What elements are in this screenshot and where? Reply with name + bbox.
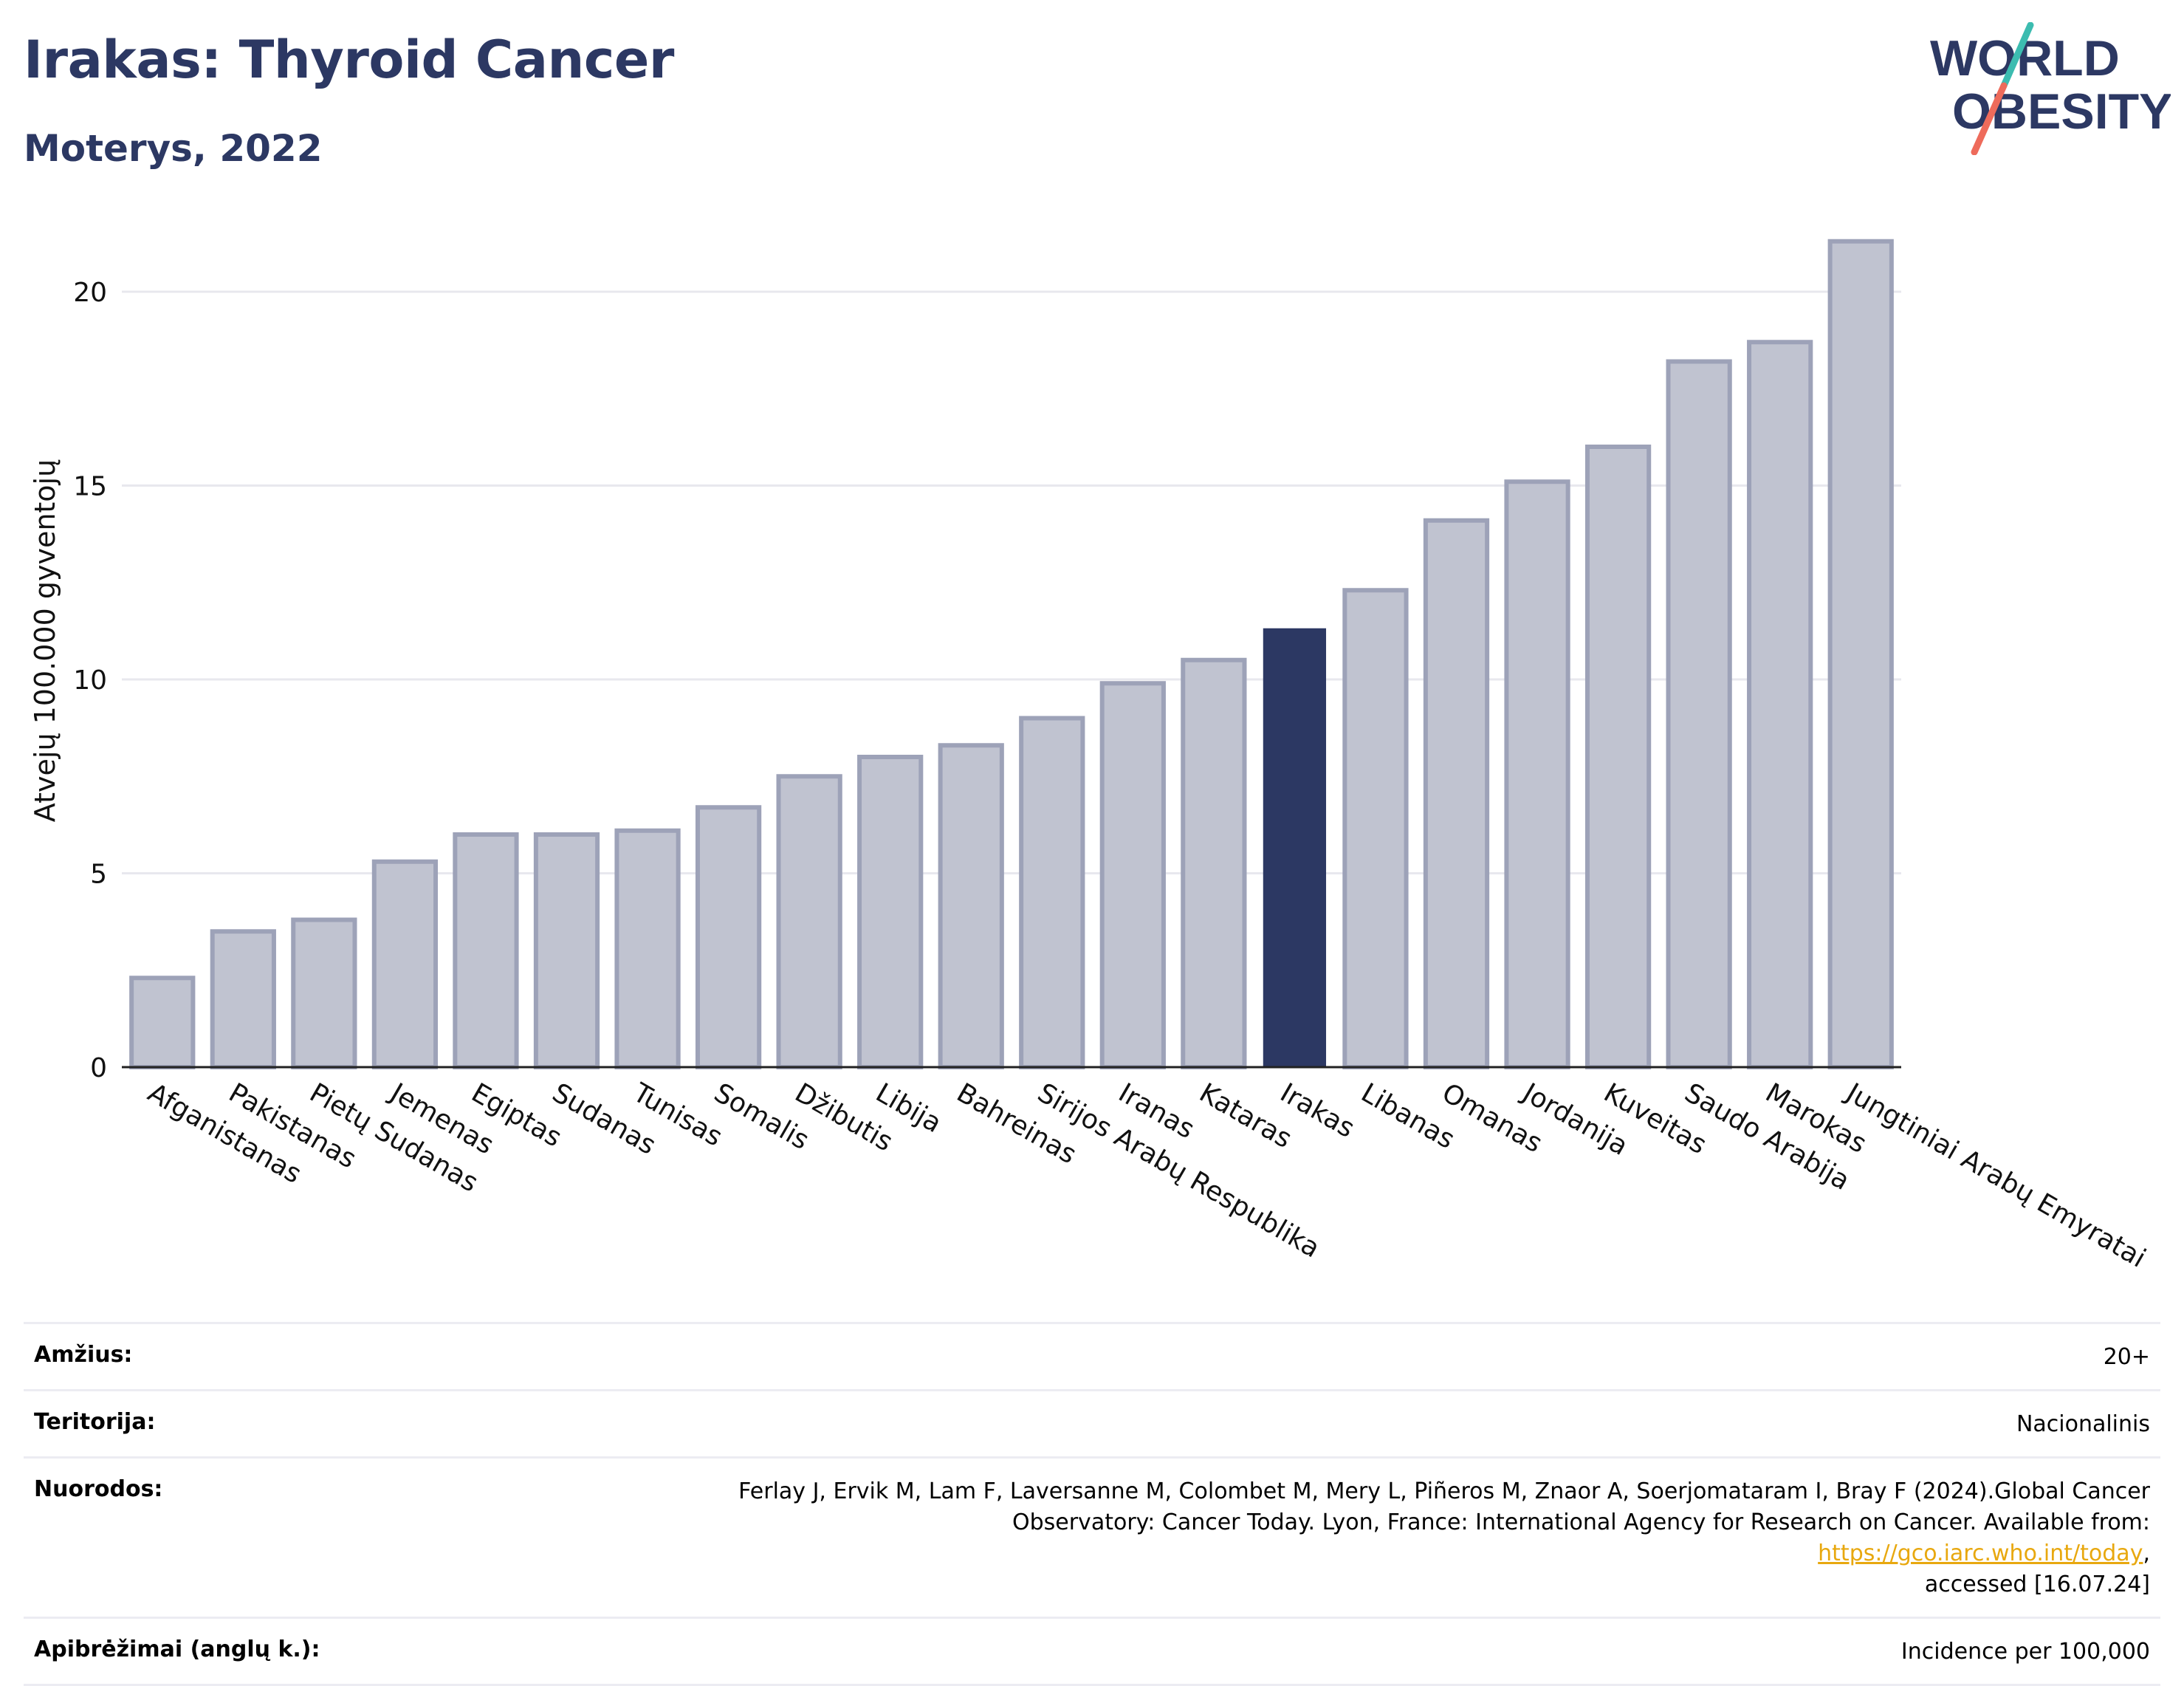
definitions-value: Incidence per 100,000 xyxy=(1900,1639,2150,1665)
bar xyxy=(776,774,842,1069)
bar xyxy=(938,743,1004,1069)
age-label: Amžius: xyxy=(34,1342,133,1368)
bar xyxy=(371,859,439,1069)
y-tick-label: 10 xyxy=(73,665,107,696)
bar xyxy=(1019,716,1085,1069)
bar xyxy=(1584,445,1652,1069)
bar xyxy=(1342,588,1409,1069)
references-link[interactable]: https://gco.iarc.who.int/today xyxy=(1818,1541,2143,1566)
bar xyxy=(695,805,762,1069)
bar xyxy=(614,828,681,1069)
bar xyxy=(291,917,357,1069)
y-tick-label: 5 xyxy=(90,860,107,890)
bar xyxy=(533,832,600,1069)
territory-label: Teritorija: xyxy=(34,1409,156,1435)
y-tick-label: 0 xyxy=(90,1053,107,1083)
y-tick-labels: 0 5 10 15 20 xyxy=(73,278,107,1083)
logo-slash-teal xyxy=(2000,22,2034,89)
logo-slash-coral xyxy=(1971,82,2008,155)
bar xyxy=(1099,681,1166,1069)
age-value: 20+ xyxy=(2103,1344,2150,1370)
y-tick-label: 15 xyxy=(73,472,107,502)
definitions-label: Apibrėžimai (anglų k.): xyxy=(34,1637,320,1662)
bar xyxy=(210,929,276,1069)
bar xyxy=(1181,657,1247,1069)
bar xyxy=(1666,359,1732,1069)
bar xyxy=(857,755,924,1069)
logo-word-obesity: OBESITY xyxy=(1952,83,2171,140)
references-label: Nuorodos: xyxy=(34,1476,163,1502)
y-tick-label: 20 xyxy=(73,278,107,308)
references-line-2: Observatory: Cancer Today. Lyon, France:… xyxy=(1012,1509,2150,1535)
bar xyxy=(1504,479,1570,1069)
references-line-1: Ferlay J, Ervik M, Lam F, Laversanne M, … xyxy=(738,1478,2150,1504)
chart-subtitle: Moterys, 2022 xyxy=(24,127,323,170)
meta-row-definitions: Apibrėžimai (anglų k.): Incidence per 10… xyxy=(24,1617,2160,1686)
bar xyxy=(1747,340,1813,1069)
bars xyxy=(129,239,1894,1069)
meta-row-territory: Teritorija: Nacionalinis xyxy=(24,1389,2160,1456)
x-tick-label: Libanas xyxy=(1356,1077,1460,1155)
meta-row-age: Amžius: 20+ xyxy=(24,1322,2160,1389)
x-tick-label: Jungtiniai Arabų Emyratai xyxy=(1840,1077,2151,1274)
y-axis-label: Atvejų 100.000 gyventojų xyxy=(29,459,61,822)
chart-title: Irakas: Thyroid Cancer xyxy=(24,30,674,90)
bar xyxy=(1423,518,1490,1069)
world-obesity-logo: WORLD OBESITY xyxy=(1930,22,2171,155)
references-value: Ferlay J, Ervik M, Lam F, Laversanne M, … xyxy=(673,1476,2150,1600)
metadata-table: Amžius: 20+ Teritorija: Nacionalinis Nuo… xyxy=(24,1322,2160,1686)
bar xyxy=(129,976,196,1069)
meta-row-references: Nuorodos: Ferlay J, Ervik M, Lam F, Lave… xyxy=(24,1456,2160,1617)
x-tick-label: Kataras xyxy=(1194,1077,1297,1154)
references-line-3: accessed [16.07.24] xyxy=(1924,1572,2150,1597)
bar xyxy=(1827,239,1894,1069)
territory-value: Nacionalinis xyxy=(2016,1411,2150,1437)
bar-highlighted xyxy=(1263,628,1327,1068)
bar xyxy=(453,832,519,1069)
references-line-2-end: , xyxy=(2143,1541,2150,1566)
